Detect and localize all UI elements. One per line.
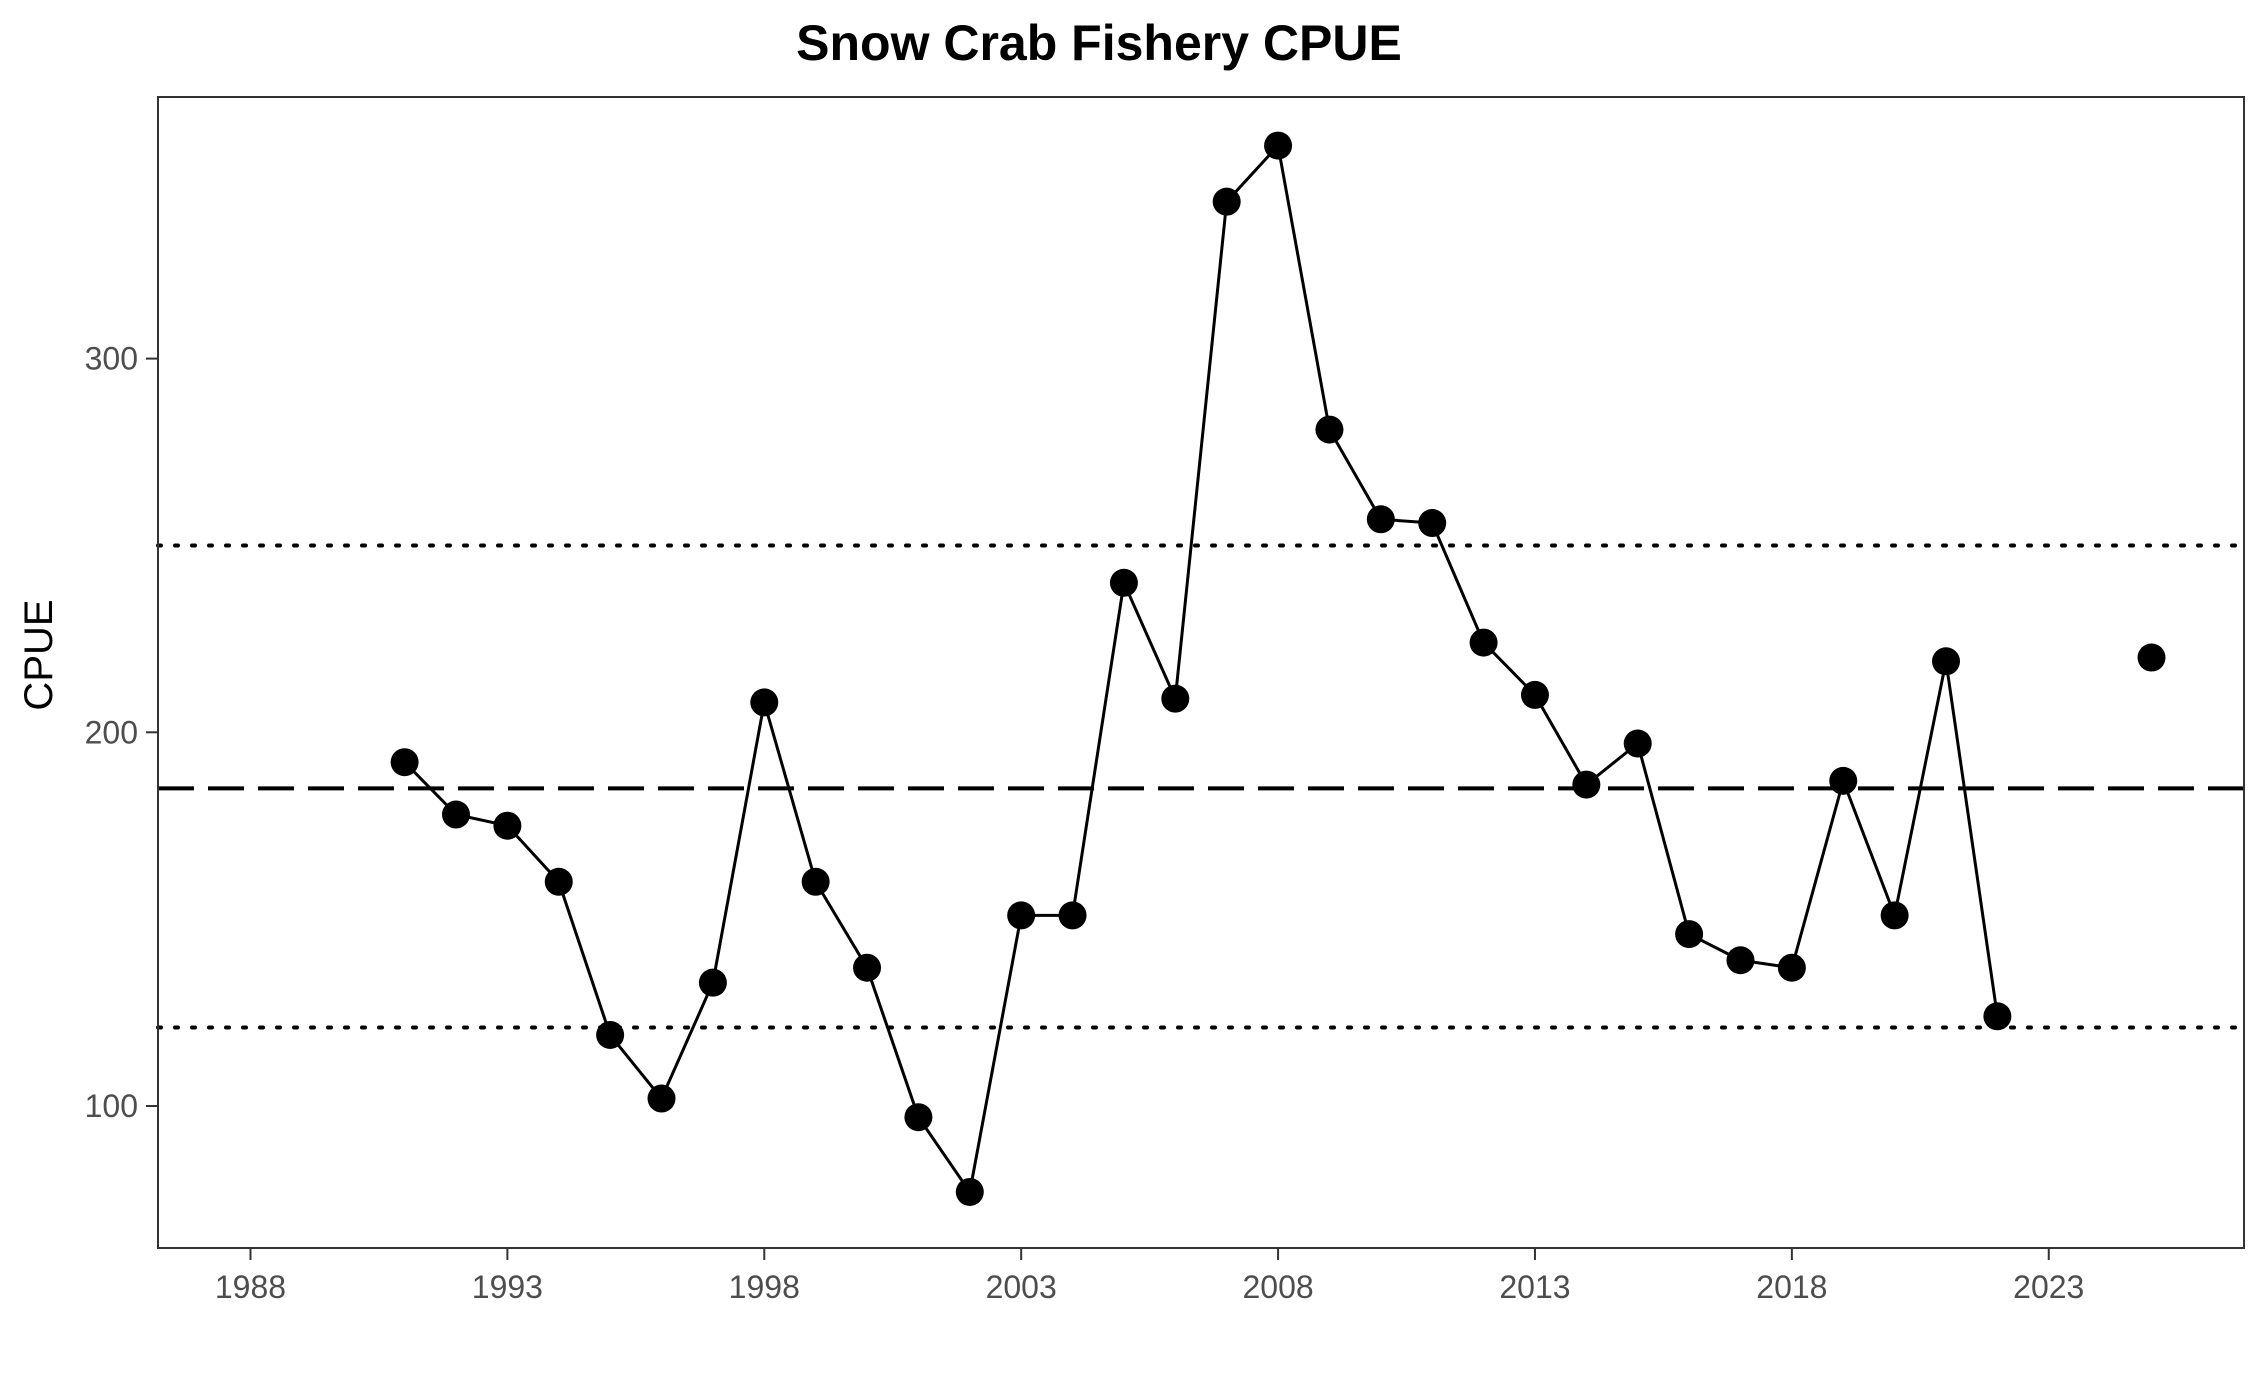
data-point-2022	[1983, 1002, 2012, 1031]
data-point-1994	[544, 867, 573, 896]
data-point-2015	[1623, 729, 1652, 758]
data-point-1999	[801, 867, 830, 896]
x-tick-label-2013: 2013	[1499, 1269, 1570, 1305]
x-tick-label-1993: 1993	[472, 1269, 543, 1305]
data-point-2014	[1572, 770, 1601, 799]
data-point-1996	[647, 1084, 676, 1113]
data-point-2005	[1109, 568, 1138, 597]
chart-title: Snow Crab Fishery CPUE	[796, 15, 1402, 71]
x-tick-label-2008: 2008	[1242, 1269, 1313, 1305]
data-point-2008	[1264, 131, 1293, 160]
data-point-1995	[596, 1020, 625, 1049]
data-point-1997	[698, 968, 727, 997]
data-point-2001	[904, 1103, 933, 1132]
data-point-2004	[1058, 901, 1087, 930]
y-tick-label-300: 300	[85, 341, 138, 377]
data-point-2000	[853, 953, 882, 982]
x-axis: 1988 1993 1998 2003 2008 2013 2018 2023	[215, 1248, 2084, 1305]
data-point-2002	[955, 1177, 984, 1206]
x-tick-label-2018: 2018	[1756, 1269, 1827, 1305]
data-point-2009	[1315, 415, 1344, 444]
y-axis: 100 200 300	[85, 341, 158, 1124]
data-point-2019	[1829, 766, 1858, 795]
data-point-2025	[2137, 643, 2166, 672]
data-point-1998	[750, 688, 779, 717]
x-tick-label-1988: 1988	[215, 1269, 286, 1305]
data-point-2020	[1880, 901, 1909, 930]
data-point-2016	[1675, 920, 1704, 949]
y-tick-label-100: 100	[85, 1088, 138, 1124]
data-point-2018	[1777, 953, 1806, 982]
data-point-2017	[1726, 946, 1755, 975]
data-point-1992	[442, 800, 470, 829]
data-point-2011	[1418, 509, 1447, 538]
data-point-2007	[1212, 187, 1241, 216]
series-layer	[390, 131, 2166, 1206]
data-point-2003	[1007, 901, 1036, 930]
data-point-2010	[1366, 505, 1395, 534]
plot-panel-border	[157, 96, 2245, 1249]
x-tick-label-2023: 2023	[2013, 1269, 2084, 1305]
x-tick-label-1998: 1998	[729, 1269, 800, 1305]
data-point-2006	[1161, 684, 1190, 713]
series-line-0	[403, 144, 1999, 1194]
data-point-1993	[493, 811, 522, 840]
data-point-2013	[1520, 680, 1549, 709]
reference-lines	[156, 543, 2246, 1030]
data-point-1991	[390, 748, 419, 777]
data-point-2021	[1932, 647, 1960, 676]
data-point-2012	[1469, 628, 1498, 657]
y-axis-title: CPUE	[17, 599, 61, 710]
x-tick-label-2003: 2003	[986, 1269, 1057, 1305]
y-tick-label-200: 200	[85, 714, 138, 750]
